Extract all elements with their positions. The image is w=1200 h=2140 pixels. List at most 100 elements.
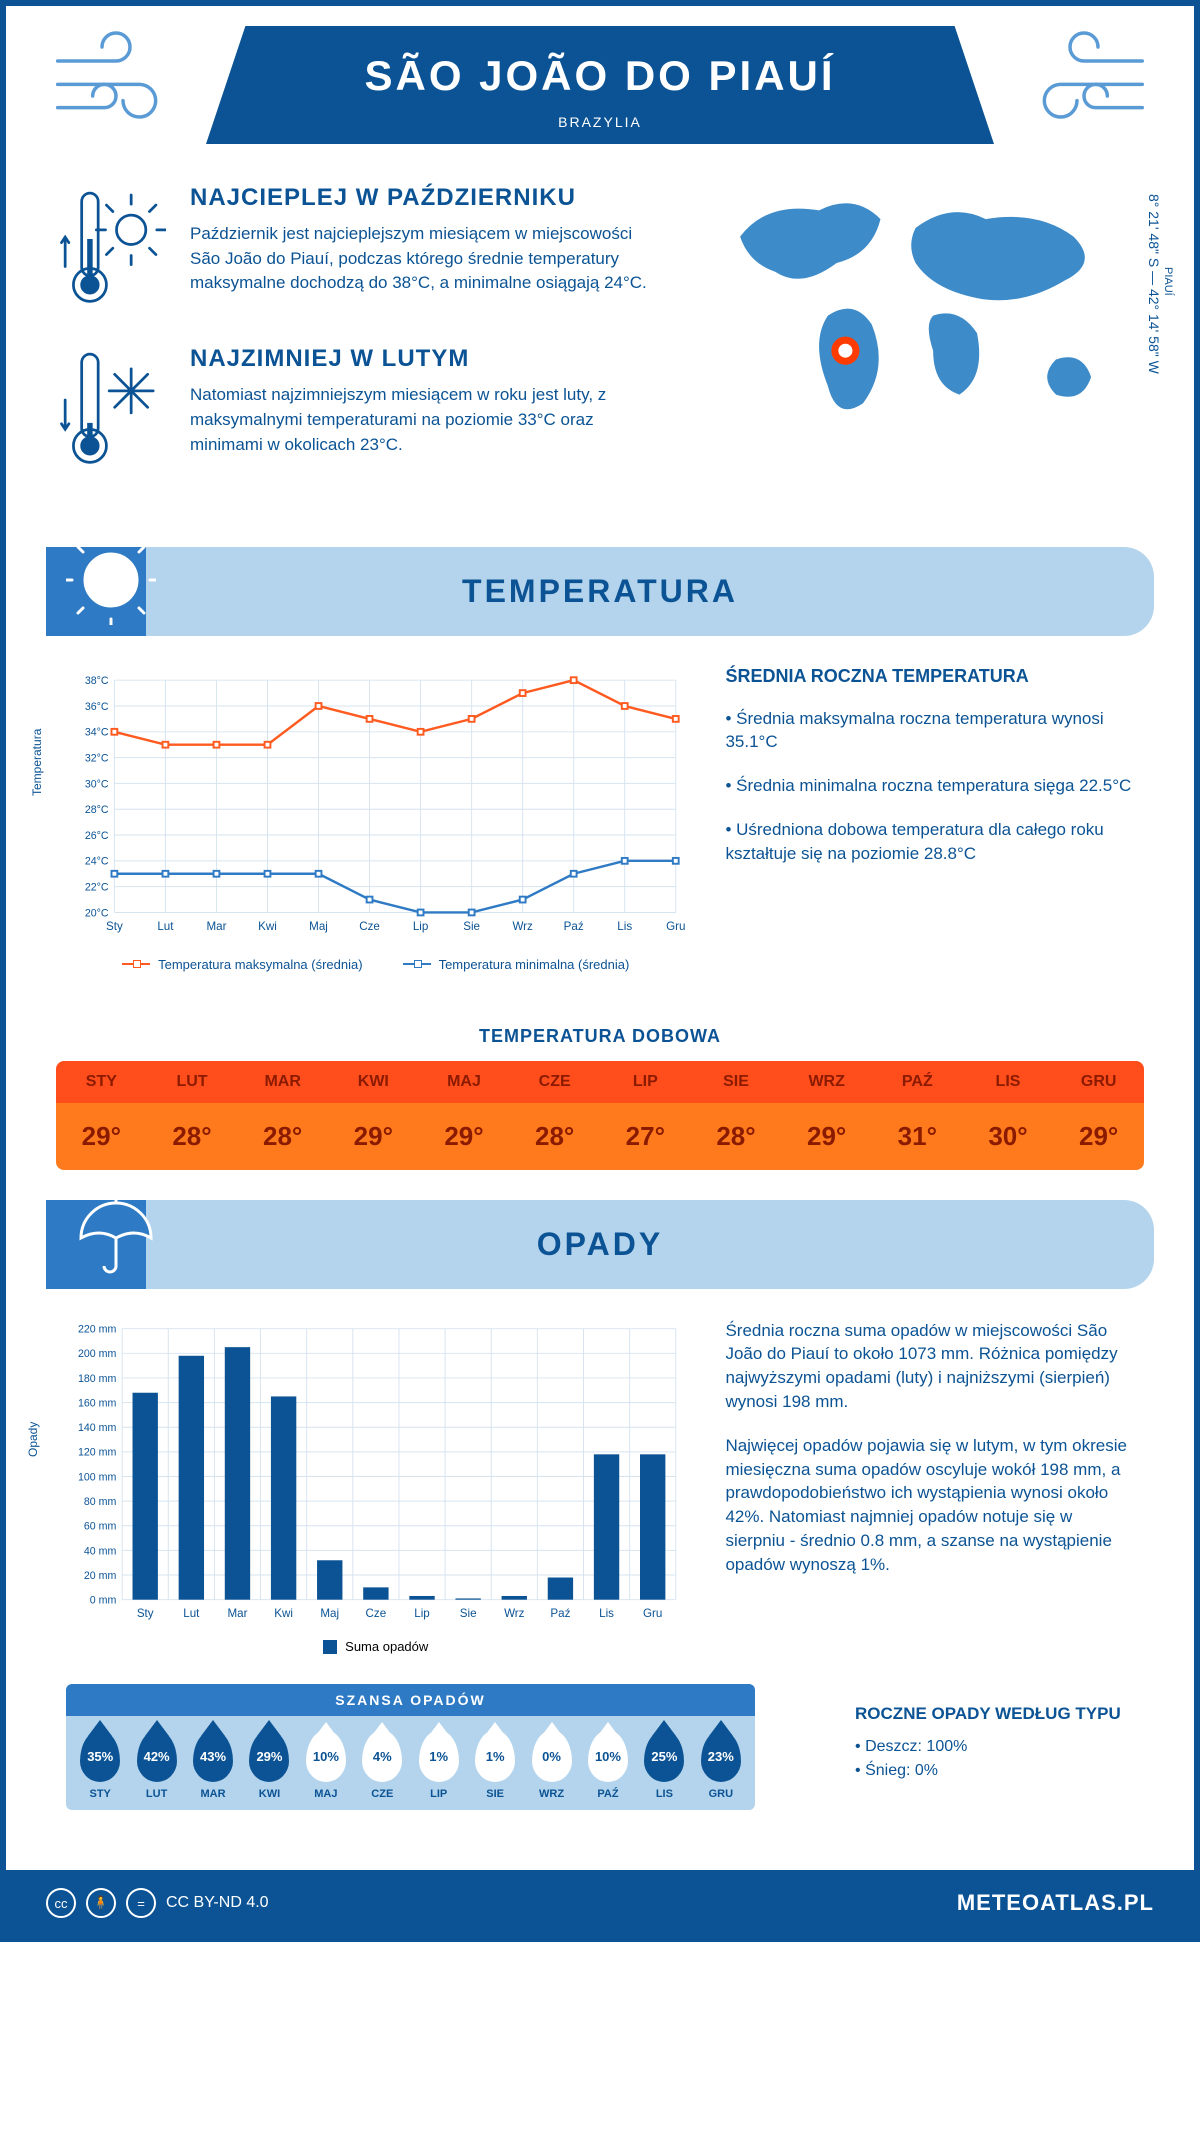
svg-text:Mar: Mar — [227, 1607, 247, 1620]
table-header-cell: GRU — [1053, 1061, 1144, 1103]
site-name: METEOATLAS.PL — [957, 1890, 1154, 1916]
svg-text:28°C: 28°C — [85, 804, 109, 816]
chance-drop: 0%WRZ — [525, 1730, 577, 1800]
svg-text:Maj: Maj — [320, 1607, 339, 1620]
svg-text:120 mm: 120 mm — [78, 1446, 117, 1458]
svg-text:Wrz: Wrz — [512, 920, 533, 933]
table-header-cell: MAR — [237, 1061, 328, 1103]
table-cell: 28° — [237, 1103, 328, 1170]
title-banner: SÃO JOÃO DO PIAUÍ BRAZYLIA — [206, 26, 994, 144]
chance-drop: 4%CZE — [356, 1730, 408, 1800]
svg-text:Sty: Sty — [106, 920, 123, 933]
svg-text:200 mm: 200 mm — [78, 1348, 117, 1360]
svg-text:Cze: Cze — [359, 920, 380, 933]
svg-text:80 mm: 80 mm — [84, 1496, 117, 1508]
daily-temp-table: STYLUTMARKWIMAJCZELIPSIEWRZPAŹLISGRU 29°… — [56, 1061, 1144, 1170]
chance-drop: 10%PAŹ — [582, 1730, 634, 1800]
warmest-text: Październik jest najcieplejszym miesiące… — [190, 222, 665, 296]
svg-text:Sie: Sie — [463, 920, 480, 933]
svg-text:Lis: Lis — [599, 1607, 614, 1620]
table-cell: 29° — [1053, 1103, 1144, 1170]
svg-text:38°C: 38°C — [85, 675, 109, 687]
svg-text:Paź: Paź — [564, 920, 584, 933]
table-header-cell: LUT — [147, 1061, 238, 1103]
chance-drop: 10%MAJ — [300, 1730, 352, 1800]
cc-icon: cc — [46, 1888, 76, 1918]
temperature-summary: ŚREDNIA ROCZNA TEMPERATURA • Średnia mak… — [725, 666, 1134, 986]
precipitation-bar-chart: Opady 0 mm20 mm40 mm60 mm80 mm100 mm120 … — [66, 1319, 685, 1655]
summary-bullet: • Średnia maksymalna roczna temperatura … — [725, 707, 1134, 755]
svg-text:220 mm: 220 mm — [78, 1323, 117, 1335]
table-header-cell: PAŹ — [872, 1061, 963, 1103]
warmest-block: NAJCIEPLEJ W PAŹDZIERNIKU Październik je… — [56, 184, 665, 317]
table-cell: 29° — [781, 1103, 872, 1170]
svg-text:100 mm: 100 mm — [78, 1471, 117, 1483]
svg-text:36°C: 36°C — [85, 701, 109, 713]
svg-text:24°C: 24°C — [85, 855, 109, 867]
table-cell: 29° — [56, 1103, 147, 1170]
header: SÃO JOÃO DO PIAUÍ BRAZYLIA — [6, 6, 1194, 154]
svg-text:Lip: Lip — [414, 1607, 430, 1620]
legend-item: Temperatura maksymalna (średnia) — [122, 957, 362, 972]
precip-summary: Średnia roczna suma opadów w miejscowośc… — [725, 1319, 1134, 1655]
table-cell: 29° — [419, 1103, 510, 1170]
temperature-title: TEMPERATURA — [66, 573, 1134, 610]
page-subtitle: BRAZYLIA — [226, 114, 974, 130]
daily-temp-title: TEMPERATURA DOBOWA — [6, 1026, 1194, 1047]
table-header-cell: STY — [56, 1061, 147, 1103]
nd-icon: = — [126, 1888, 156, 1918]
table-cell: 28° — [509, 1103, 600, 1170]
svg-text:Cze: Cze — [366, 1607, 387, 1620]
sun-icon — [66, 535, 156, 630]
svg-text:Maj: Maj — [309, 920, 328, 933]
table-cell: 28° — [147, 1103, 238, 1170]
temperature-section-header: TEMPERATURA — [46, 547, 1154, 636]
svg-text:30°C: 30°C — [85, 778, 109, 790]
svg-text:32°C: 32°C — [85, 752, 109, 764]
summary-bullet: • Uśredniona dobowa temperatura dla całe… — [725, 818, 1134, 866]
table-header-cell: SIE — [691, 1061, 782, 1103]
chance-drop: 23%GRU — [695, 1730, 747, 1800]
coldest-block: NAJZIMNIEJ W LUTYM Natomiast najzimniejs… — [56, 345, 665, 478]
svg-text:40 mm: 40 mm — [84, 1545, 117, 1557]
svg-text:34°C: 34°C — [85, 726, 109, 738]
legend-item: Temperatura minimalna (średnia) — [403, 957, 630, 972]
svg-text:Sty: Sty — [137, 1607, 154, 1620]
svg-text:Kwi: Kwi — [274, 1607, 293, 1620]
license-block: cc 🧍 = CC BY-ND 4.0 — [46, 1888, 269, 1918]
precipitation-section-header: OPADY — [46, 1200, 1154, 1289]
chance-drop: 1%LIP — [413, 1730, 465, 1800]
wind-icon — [1014, 26, 1154, 136]
svg-text:26°C: 26°C — [85, 830, 109, 842]
svg-text:Lut: Lut — [183, 1607, 200, 1620]
coldest-heading: NAJZIMNIEJ W LUTYM — [190, 345, 665, 373]
table-header-cell: LIS — [963, 1061, 1054, 1103]
thermometer-snow-icon — [56, 345, 166, 478]
svg-text:60 mm: 60 mm — [84, 1520, 117, 1532]
chart-legend: Temperatura maksymalna (średnia) Temperat… — [66, 957, 685, 972]
table-header-cell: WRZ — [781, 1061, 872, 1103]
svg-text:Paź: Paź — [550, 1607, 570, 1620]
footer: cc 🧍 = CC BY-ND 4.0 METEOATLAS.PL — [6, 1870, 1194, 1936]
annual-type-item: • Deszcz: 100% — [855, 1738, 1134, 1756]
temperature-line-chart: Temperatura 20°C22°C24°C26°C28°C30°C32°C… — [66, 666, 685, 986]
chance-drop: 42%LUT — [130, 1730, 182, 1800]
table-header-cell: CZE — [509, 1061, 600, 1103]
svg-text:140 mm: 140 mm — [78, 1422, 117, 1434]
umbrella-icon — [66, 1188, 156, 1283]
summary-bullet: • Średnia minimalna roczna temperatura s… — [725, 774, 1134, 798]
svg-text:Wrz: Wrz — [504, 1607, 525, 1620]
precip-title: OPADY — [66, 1226, 1134, 1263]
svg-text:Gru: Gru — [666, 920, 685, 933]
svg-text:Lis: Lis — [617, 920, 632, 933]
svg-text:0 mm: 0 mm — [90, 1594, 117, 1606]
table-header-cell: MAJ — [419, 1061, 510, 1103]
coldest-text: Natomiast najzimniejszym miesiącem w rok… — [190, 383, 665, 457]
svg-text:22°C: 22°C — [85, 881, 109, 893]
chance-drop: 35%STY — [74, 1730, 126, 1800]
wind-icon — [46, 26, 186, 136]
table-header-cell: KWI — [328, 1061, 419, 1103]
warmest-heading: NAJCIEPLEJ W PAŹDZIERNIKU — [190, 184, 665, 212]
table-cell: 29° — [328, 1103, 419, 1170]
svg-text:Gru: Gru — [643, 1607, 662, 1620]
